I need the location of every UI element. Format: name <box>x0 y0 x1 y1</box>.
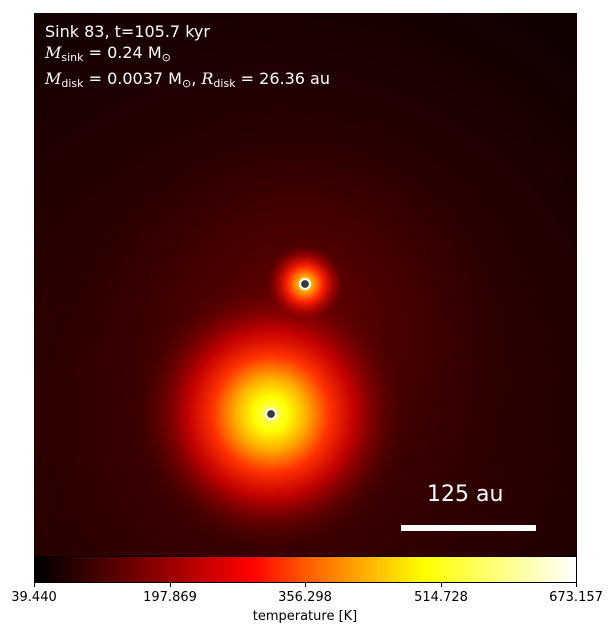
colorbar-tick-label-0: 39.440 <box>11 590 57 605</box>
scalebar-label: 125 au <box>427 482 504 507</box>
sink-annotation: Sink 83, t=105.7 kyr Msink = 0.24 M⊙ Mdi… <box>45 21 330 94</box>
colorbar-tick-label-3: 514.728 <box>414 590 468 605</box>
colorbar-tick-2 <box>305 583 306 587</box>
colorbar-tick-3 <box>441 583 442 587</box>
colorbar-label: temperature [K] <box>252 609 358 624</box>
colorbar-tick-label-4: 673.157 <box>549 590 603 605</box>
colorbar-tick-4 <box>576 583 577 587</box>
colorbar-tick-0 <box>34 583 35 587</box>
colorbar-tick-label-2: 356.298 <box>278 590 332 605</box>
colorbar-tick-1 <box>170 583 171 587</box>
sink-title: Sink 83, t=105.7 kyr <box>45 22 210 41</box>
sink-mass-line: Msink = 0.24 M⊙ <box>45 43 171 64</box>
temperature-map-svg <box>34 13 577 556</box>
scalebar <box>401 525 536 531</box>
sink-marker-secondary <box>298 277 312 291</box>
colorbar <box>34 556 577 583</box>
disk-line: Mdisk = 0.0037 M⊙, Rdisk = 26.36 au <box>45 69 330 90</box>
temperature-map: Sink 83, t=105.7 kyr Msink = 0.24 M⊙ Mdi… <box>34 13 577 556</box>
colorbar-tick-label-1: 197.869 <box>143 590 197 605</box>
sink-marker-primary <box>264 407 278 421</box>
